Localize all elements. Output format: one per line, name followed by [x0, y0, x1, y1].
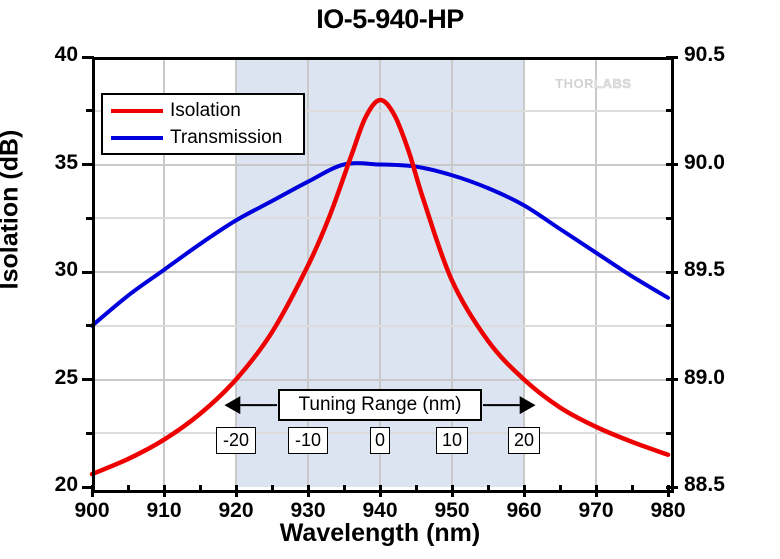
tick-mark-bottom	[522, 485, 526, 497]
tick-mark-right	[666, 55, 678, 59]
tick-mark-bottom	[162, 485, 166, 497]
x-tick-label: 980	[650, 499, 686, 522]
tick-mark-bottom	[594, 485, 598, 497]
y-tick-label-left: 30	[54, 258, 78, 281]
tuning-tick-label: 0	[370, 426, 390, 454]
tick-mark-bottom	[90, 485, 94, 497]
tuning-range-label: Tuning Range (nm)	[278, 389, 482, 422]
tick-mark-bottom-minor	[198, 485, 202, 493]
tuning-tick-label: 20	[508, 426, 540, 454]
tick-mark-right-minor	[666, 216, 674, 220]
gridline-horizontal	[92, 378, 668, 381]
thorlabs-watermark: THORLABS	[555, 76, 632, 92]
tuning-tick-label: -10	[288, 426, 328, 454]
tick-mark-bottom	[378, 485, 382, 497]
tick-mark-right	[666, 378, 678, 381]
gridline-horizontal	[92, 163, 668, 166]
tick-mark-bottom-minor	[486, 485, 490, 493]
chart-title: IO-5-940-HP	[316, 4, 464, 34]
y-tick-label-left: 20	[54, 473, 78, 496]
tick-mark-left-minor	[86, 324, 94, 328]
tick-mark-bottom-minor	[126, 485, 130, 493]
x-tick-label: 960	[506, 499, 542, 522]
y-tick-label-right: 89.5	[684, 258, 725, 281]
legend-swatch-transmission	[111, 136, 163, 140]
tick-mark-left-minor	[86, 109, 94, 113]
tuning-tick-label: 10	[436, 426, 468, 454]
tick-mark-left	[82, 270, 94, 274]
y-tick-label-left: 35	[54, 150, 78, 174]
legend: Isolation Transmission	[101, 93, 305, 155]
tick-mark-right-minor	[666, 431, 674, 435]
tick-mark-bottom-minor	[630, 485, 634, 493]
gridline-horizontal	[92, 271, 668, 273]
tick-mark-bottom	[234, 485, 238, 497]
tuning-tick-label: -20	[216, 426, 256, 454]
y-tick-label-right: 90.0	[684, 150, 725, 174]
tick-mark-right	[666, 270, 678, 274]
gridline-horizontal-minor	[92, 324, 668, 327]
legend-item-isolation: Isolation	[111, 98, 241, 124]
x-axis-label: Wavelength (nm)	[279, 519, 481, 547]
tick-mark-bottom-minor	[342, 485, 346, 493]
tick-mark-left-minor	[86, 216, 94, 220]
tick-mark-bottom	[450, 485, 454, 497]
y-tick-label-right: 88.5	[684, 473, 725, 496]
legend-label-transmission: Transmission	[170, 127, 283, 148]
tick-mark-left	[82, 485, 94, 489]
x-tick-label: 940	[362, 499, 398, 522]
y-tick-label-right: 90.5	[684, 43, 725, 66]
tick-mark-right-minor	[666, 109, 674, 113]
x-tick-label: 910	[146, 499, 182, 522]
tick-mark-bottom	[306, 485, 310, 497]
x-tick-label: 900	[74, 499, 110, 522]
x-tick-label: 920	[218, 499, 254, 522]
legend-label-isolation: Isolation	[170, 100, 241, 121]
tick-mark-bottom-minor	[414, 485, 418, 493]
legend-item-transmission: Transmission	[111, 125, 282, 151]
gridline-horizontal-minor	[92, 217, 668, 220]
x-tick-label: 950	[434, 499, 470, 522]
tick-mark-left	[82, 378, 94, 381]
tick-mark-left	[82, 55, 94, 59]
tick-mark-left-minor	[86, 431, 94, 435]
tick-mark-left	[82, 163, 94, 166]
y-tick-label-right: 89.0	[684, 365, 725, 389]
x-tick-label: 930	[290, 499, 326, 522]
y-tick-label-left: 40	[54, 43, 78, 66]
tick-mark-bottom-minor	[558, 485, 562, 493]
tick-mark-right	[666, 485, 678, 489]
y-tick-label-left: 25	[54, 365, 78, 389]
tick-mark-bottom	[666, 485, 670, 497]
legend-swatch-isolation	[111, 109, 163, 113]
x-tick-label: 970	[578, 499, 614, 522]
tick-mark-right	[666, 163, 678, 166]
tick-mark-bottom-minor	[270, 485, 274, 493]
y-axis-label-left: Isolation (dB)	[0, 129, 24, 290]
tick-mark-right-minor	[666, 324, 674, 328]
